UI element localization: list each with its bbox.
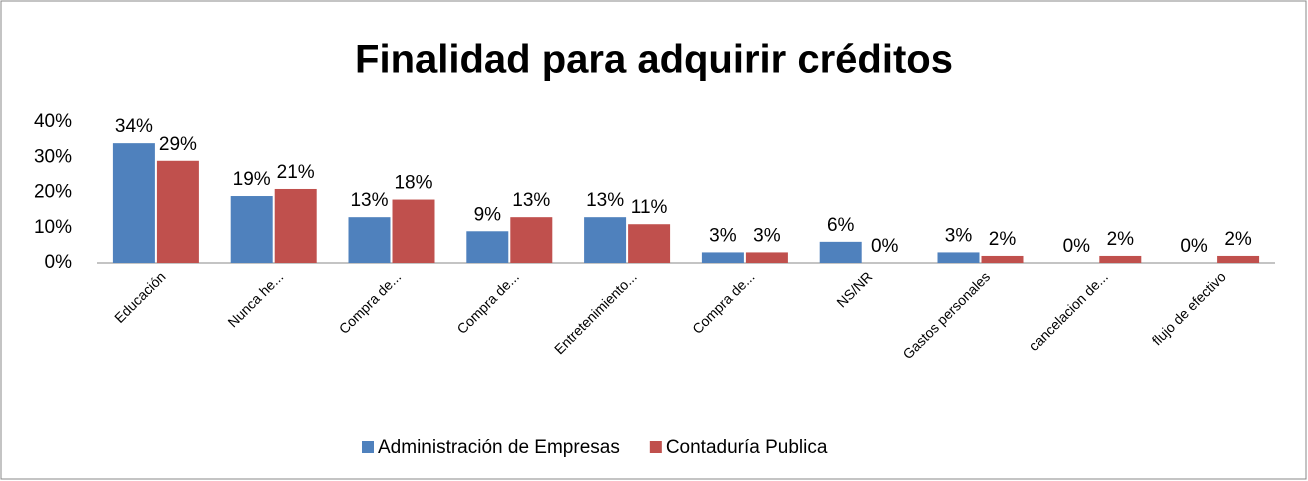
value-label: 18%: [394, 173, 432, 194]
bar: [1217, 255, 1260, 263]
legend-label: Contaduría Publica: [666, 437, 828, 458]
value-label: 13%: [586, 190, 624, 211]
bar: [981, 255, 1024, 263]
value-label: 19%: [233, 169, 271, 190]
bar: [466, 231, 509, 263]
value-label: 3%: [945, 225, 973, 246]
y-tick-label: 10%: [34, 217, 72, 238]
value-label: 0%: [871, 236, 899, 257]
legend-swatch: [649, 441, 662, 453]
bar: [819, 241, 862, 263]
bar: [584, 217, 627, 263]
value-label: 13%: [512, 190, 550, 211]
value-label: 2%: [1224, 229, 1252, 250]
bar: [628, 224, 671, 263]
legend-label: Administración de Empresas: [378, 437, 620, 458]
bar: [230, 196, 273, 263]
bar: [937, 252, 980, 263]
value-label: 3%: [753, 225, 781, 246]
bar: [1099, 255, 1142, 263]
bar: [701, 252, 744, 263]
value-label: 34%: [115, 116, 153, 137]
bar: [510, 217, 553, 263]
value-label: 11%: [631, 197, 668, 218]
value-label: 6%: [827, 215, 855, 236]
value-label: 21%: [277, 162, 315, 183]
y-tick-label: 0%: [45, 252, 73, 273]
value-label: 2%: [989, 229, 1017, 250]
bar: [392, 199, 435, 263]
value-label: 0%: [1180, 236, 1208, 257]
y-tick-label: 30%: [34, 146, 72, 167]
bar: [156, 160, 199, 263]
y-tick-label: 20%: [34, 182, 72, 203]
value-label: 13%: [350, 190, 388, 211]
bar: [112, 143, 155, 263]
bar: [745, 252, 788, 263]
y-tick-label: 40%: [34, 111, 72, 132]
value-label: 9%: [474, 204, 502, 225]
value-label: 0%: [1063, 236, 1091, 257]
chart-title: Finalidad para adquirir créditos: [355, 38, 953, 82]
legend-swatch: [362, 441, 374, 453]
value-label: 2%: [1107, 229, 1135, 250]
value-label: 29%: [159, 134, 197, 155]
value-label: 3%: [709, 225, 737, 246]
bar: [274, 188, 317, 263]
bar: [348, 217, 391, 263]
